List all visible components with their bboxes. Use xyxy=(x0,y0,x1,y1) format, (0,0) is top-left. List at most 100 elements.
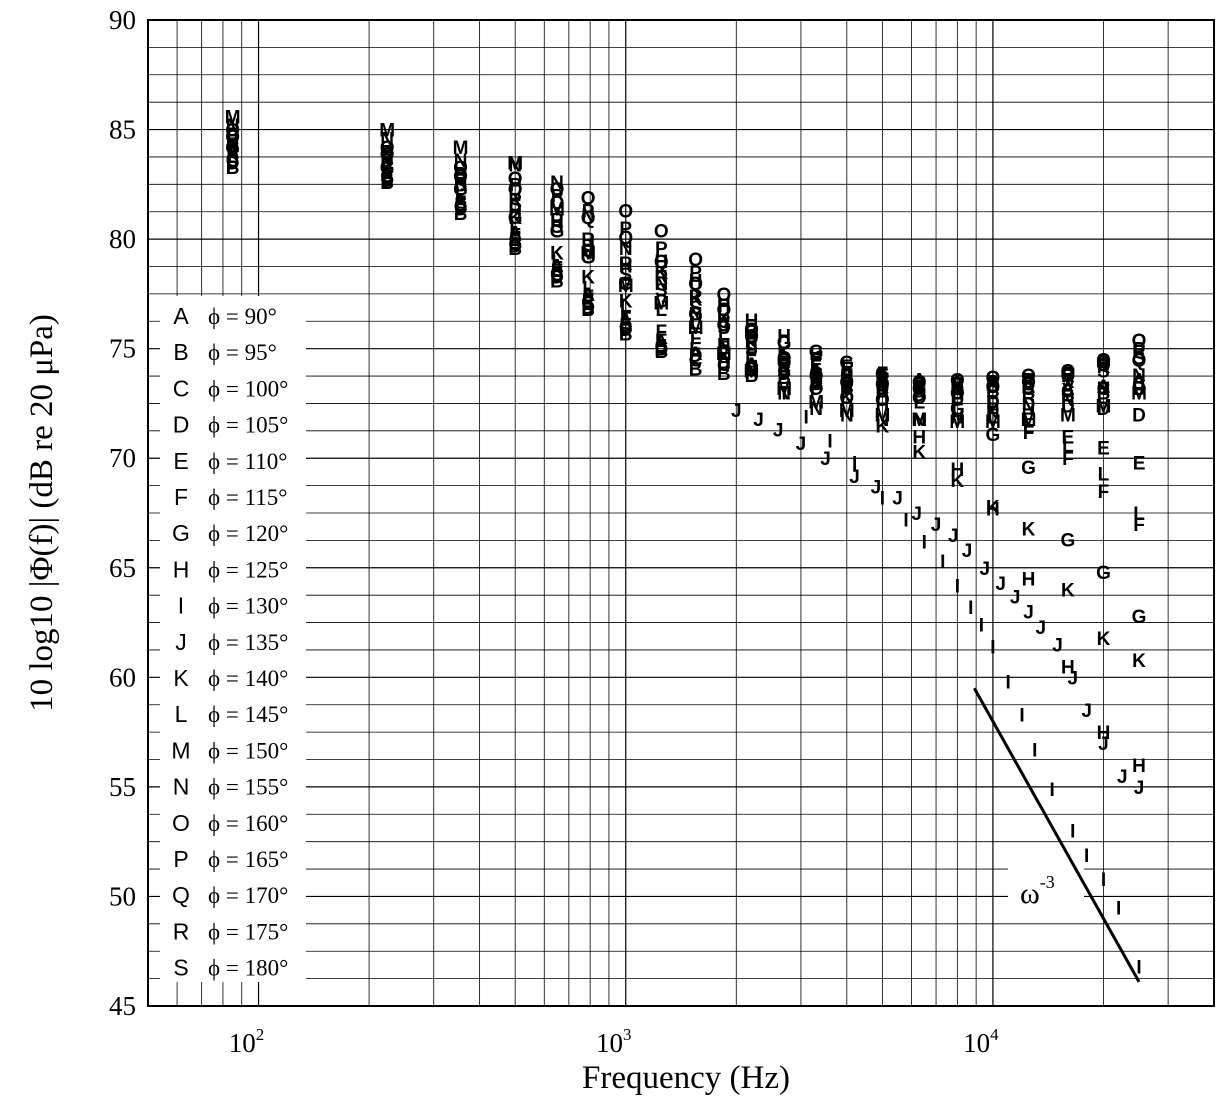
data-point-N: N xyxy=(619,239,633,260)
data-point-R: R xyxy=(689,287,703,308)
data-point-J: J xyxy=(849,467,860,488)
data-point-C: C xyxy=(717,355,731,376)
data-point-B: B xyxy=(550,272,564,293)
data-point-Q: Q xyxy=(809,366,824,387)
y-tick-label: 55 xyxy=(109,772,136,802)
data-point-F: F xyxy=(718,335,730,356)
data-point-F: F xyxy=(455,193,467,214)
data-point-F: F xyxy=(656,322,668,343)
data-point-Q: Q xyxy=(654,252,669,273)
data-point-P: P xyxy=(951,379,964,400)
data-point-E: E xyxy=(226,147,239,168)
data-point-J: J xyxy=(1052,635,1063,656)
data-point-J: J xyxy=(773,421,784,442)
data-point-S: S xyxy=(1022,375,1035,396)
legend-letter: J xyxy=(175,629,187,655)
data-point-O: O xyxy=(744,320,759,341)
data-point-C: C xyxy=(777,362,791,383)
data-point-D: D xyxy=(1022,394,1036,415)
data-point-H: H xyxy=(986,500,1000,521)
data-point-I: I xyxy=(1005,673,1010,694)
data-point-I: I xyxy=(903,511,908,532)
data-point-I: I xyxy=(1101,870,1106,891)
data-point-J: J xyxy=(871,478,882,499)
data-point-B: B xyxy=(840,373,854,394)
data-point-B: B xyxy=(809,370,823,391)
data-point-D: D xyxy=(717,353,731,374)
data-point-E: E xyxy=(1133,454,1146,475)
data-point-H: H xyxy=(950,460,964,481)
data-point-E: E xyxy=(778,351,791,372)
data-point-J: J xyxy=(911,504,922,525)
data-point-O: O xyxy=(1021,373,1036,394)
data-point-J: J xyxy=(948,526,959,547)
legend-letter: L xyxy=(175,701,188,727)
data-point-H: H xyxy=(1061,657,1075,678)
data-point-M: M xyxy=(839,401,855,422)
data-point-R: R xyxy=(745,333,759,354)
data-point-Q: Q xyxy=(508,180,523,201)
legend-letter: G xyxy=(172,520,190,546)
y-tick-label: 85 xyxy=(109,115,136,145)
data-point-A: A xyxy=(550,256,564,277)
data-point-N: N xyxy=(380,129,394,150)
data-point-A: A xyxy=(226,142,240,163)
data-point-P: P xyxy=(1022,370,1035,391)
data-point-A: A xyxy=(840,364,854,385)
data-point-H: H xyxy=(508,202,522,223)
data-point-Q: Q xyxy=(1021,366,1036,387)
data-point-B: B xyxy=(777,368,791,389)
data-point-M: M xyxy=(618,276,634,297)
data-point-I: I xyxy=(1116,898,1121,919)
legend-label: ϕ = 120° xyxy=(208,521,288,546)
data-point-F: F xyxy=(778,344,790,365)
data-point-P: P xyxy=(717,296,730,317)
data-point-Q: Q xyxy=(380,145,395,166)
data-point-P: P xyxy=(582,202,595,223)
data-point-J: J xyxy=(1023,603,1034,624)
legend-letter: N xyxy=(173,774,190,800)
data-point-M: M xyxy=(776,379,792,400)
data-point-H: H xyxy=(745,311,759,332)
x-tick-label: 103 xyxy=(596,1025,632,1058)
data-point-G: G xyxy=(618,274,633,295)
data-point-I: I xyxy=(1070,822,1075,843)
data-point-B: B xyxy=(508,239,522,260)
data-point-S: S xyxy=(509,195,522,216)
data-point-D: D xyxy=(380,171,394,192)
data-point-S: S xyxy=(689,298,702,319)
data-point-S: S xyxy=(876,381,889,402)
data-point-J: J xyxy=(1010,587,1021,608)
grid-lines xyxy=(147,19,1215,1007)
data-point-S: S xyxy=(778,359,791,380)
data-point-R: R xyxy=(777,355,791,376)
data-point-D: D xyxy=(454,199,468,220)
data-point-R: R xyxy=(508,191,522,212)
data-point-P: P xyxy=(1097,353,1110,374)
legend-label: ϕ = 165° xyxy=(208,847,288,872)
data-point-A: A xyxy=(1097,377,1111,398)
data-point-F: F xyxy=(841,357,853,378)
legend-letter: S xyxy=(173,955,188,981)
data-point-Q: Q xyxy=(1096,351,1111,372)
data-point-F: F xyxy=(913,375,925,396)
legend-letter: E xyxy=(173,448,188,474)
data-point-K: K xyxy=(508,208,522,229)
legend-letter: M xyxy=(171,737,190,763)
data-point-I: I xyxy=(1019,706,1024,727)
legend-letter: O xyxy=(172,810,190,836)
data-point-I: I xyxy=(1136,958,1141,979)
x-tick-label-exponent: 2 xyxy=(256,1025,264,1044)
data-point-S: S xyxy=(551,217,564,238)
data-point-S: S xyxy=(951,379,964,400)
data-point-J: J xyxy=(1098,734,1109,755)
data-point-B: B xyxy=(619,324,633,345)
data-point-D: D xyxy=(226,153,240,174)
data-point-L: L xyxy=(718,327,730,348)
data-point-L: L xyxy=(877,381,889,402)
